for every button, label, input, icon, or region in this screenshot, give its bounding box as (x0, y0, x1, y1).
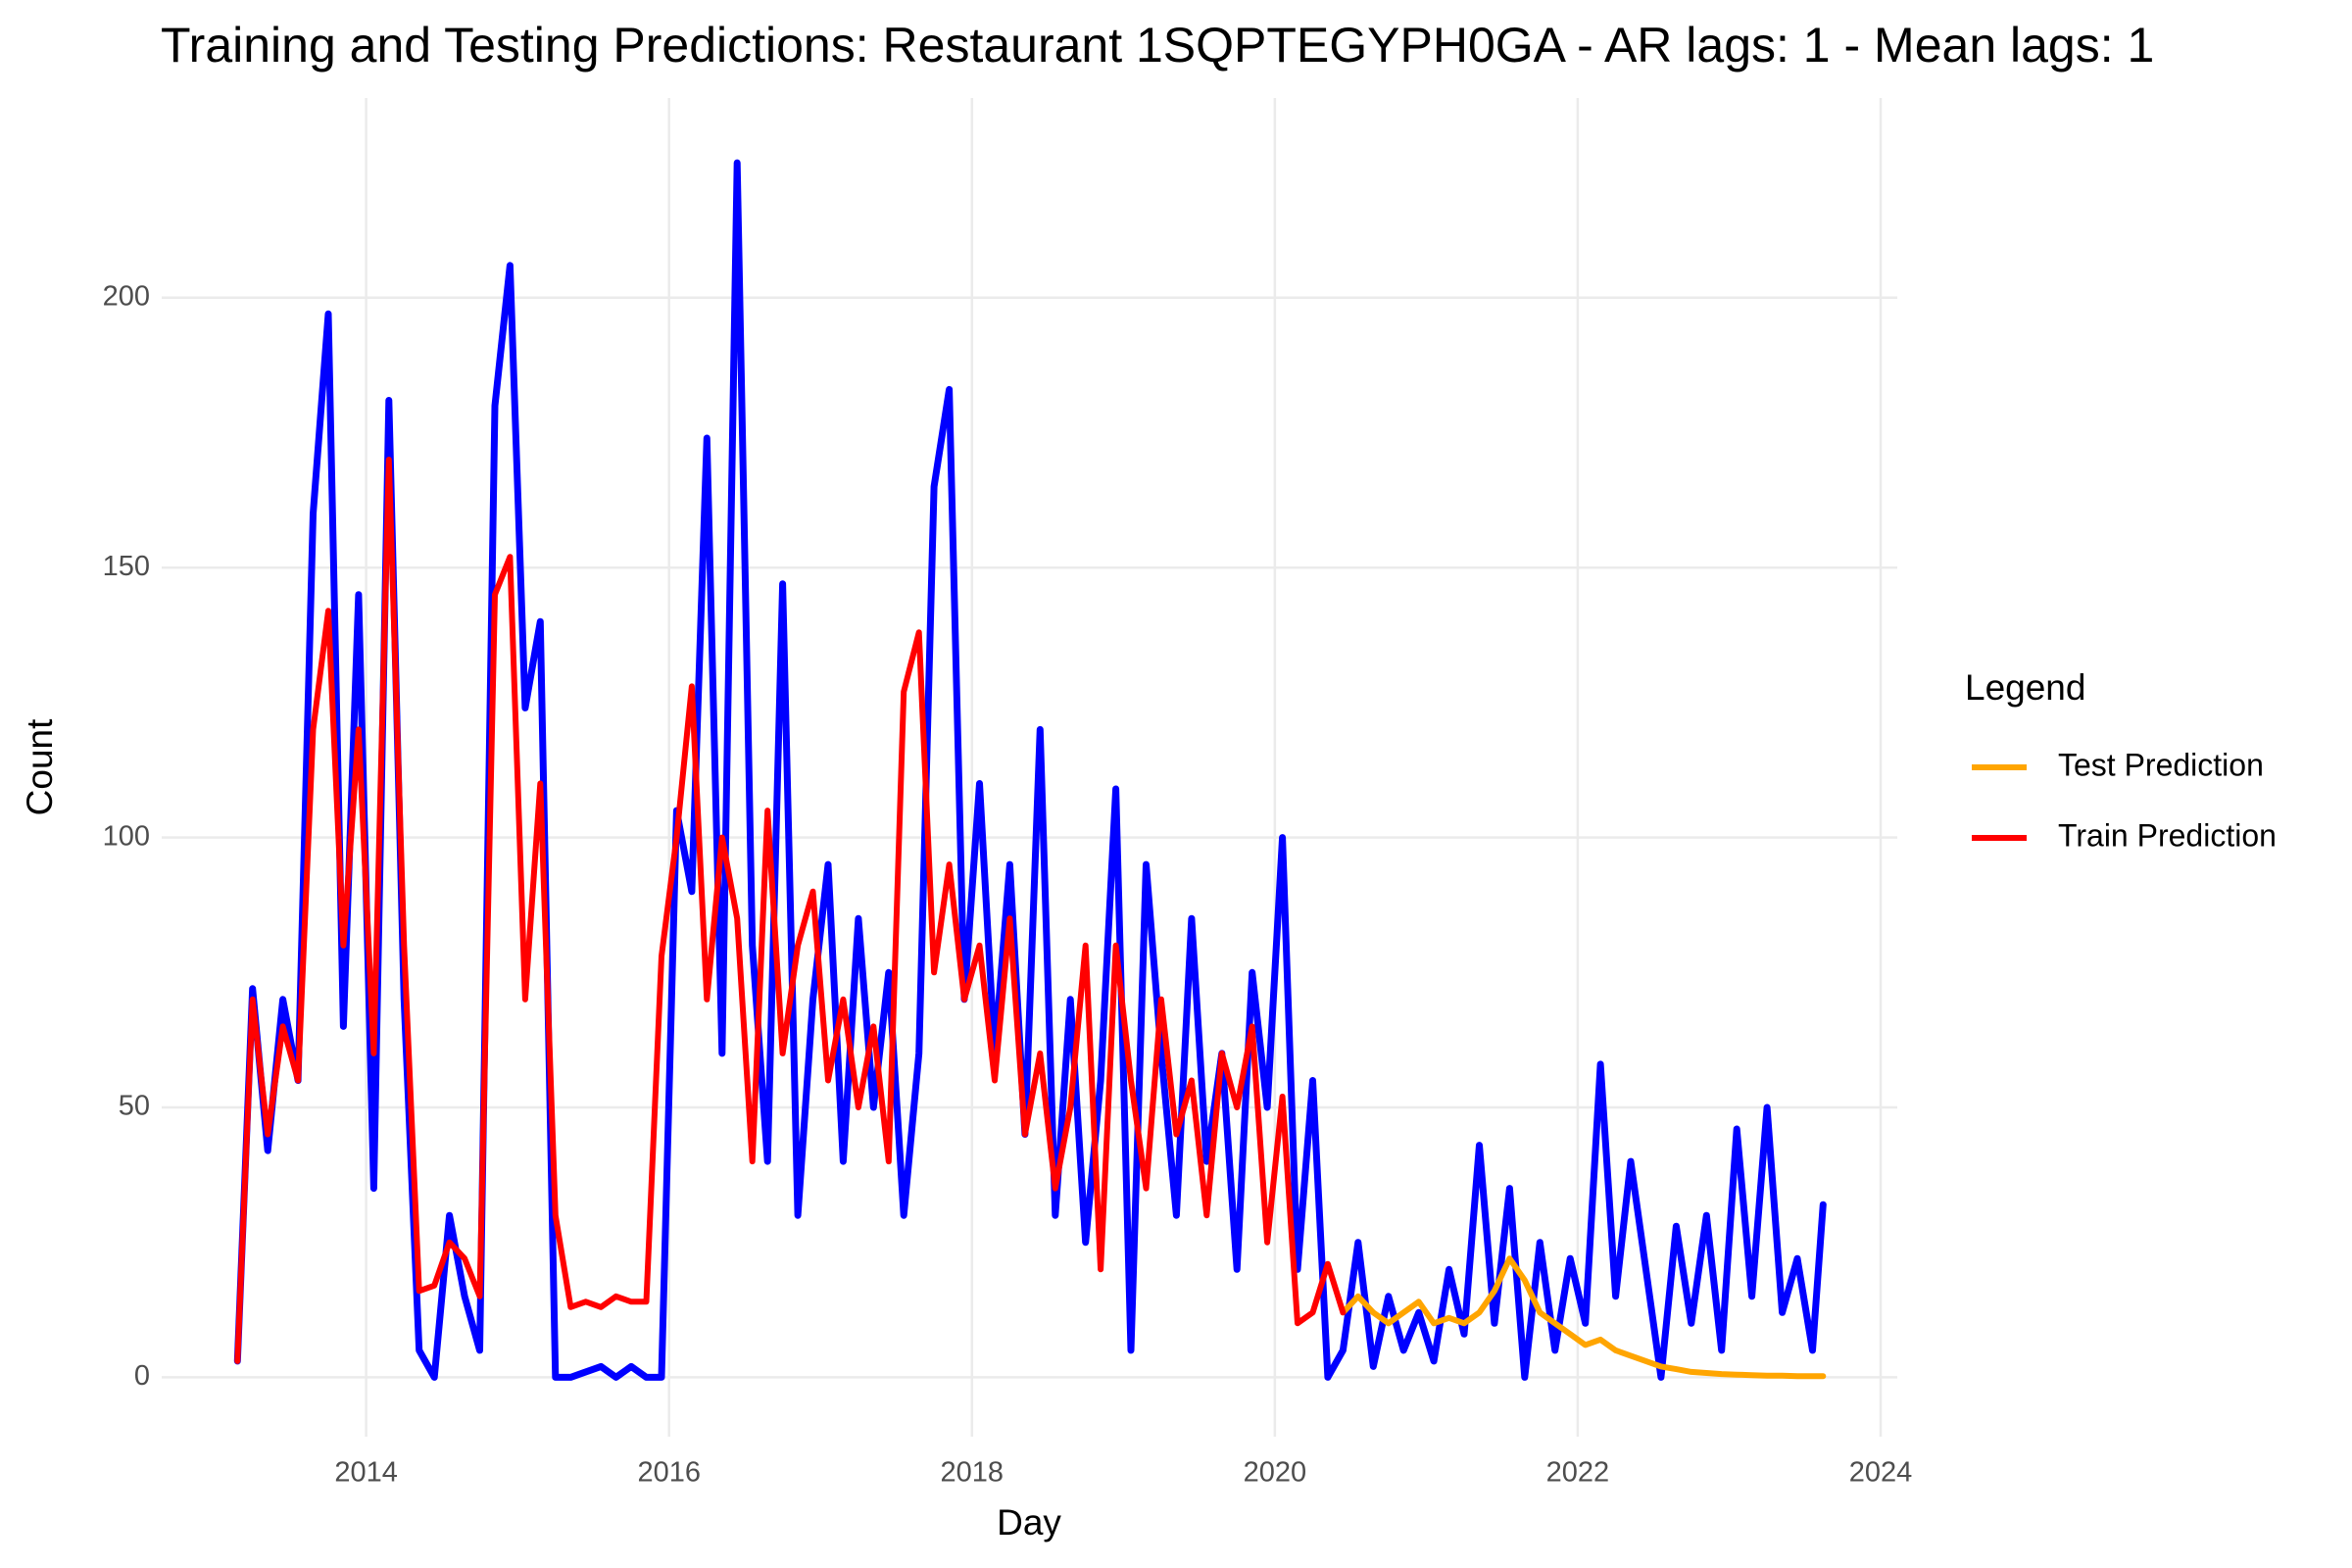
series-line (1340, 1255, 1827, 1380)
legend-label: Test Prediction (2058, 747, 2264, 782)
legend-label: Train Prediction (2058, 817, 2277, 853)
x-tick-label: 2020 (1244, 1457, 1307, 1489)
y-axis-title: Count (20, 718, 60, 815)
y-tick-label: 0 (134, 1360, 150, 1392)
y-tick-label: 50 (119, 1091, 150, 1122)
y-tick-label: 200 (103, 280, 150, 312)
chart-title: Training and Testing Predictions: Restau… (161, 18, 2154, 73)
series-line (234, 457, 1347, 1364)
series-line (233, 159, 1827, 1381)
y-tick-label: 100 (103, 820, 150, 852)
x-tick-label: 2016 (637, 1457, 701, 1489)
x-tick-label: 2024 (1849, 1457, 1913, 1489)
x-tick-label: 2022 (1546, 1457, 1610, 1489)
grid (162, 98, 1897, 1437)
x-tick-label: 2014 (334, 1457, 398, 1489)
legend-title: Legend (1965, 667, 2085, 708)
x-tick-label: 2018 (941, 1457, 1004, 1489)
x-axis-title: Day (997, 1502, 1061, 1543)
y-tick-label: 150 (103, 551, 150, 582)
